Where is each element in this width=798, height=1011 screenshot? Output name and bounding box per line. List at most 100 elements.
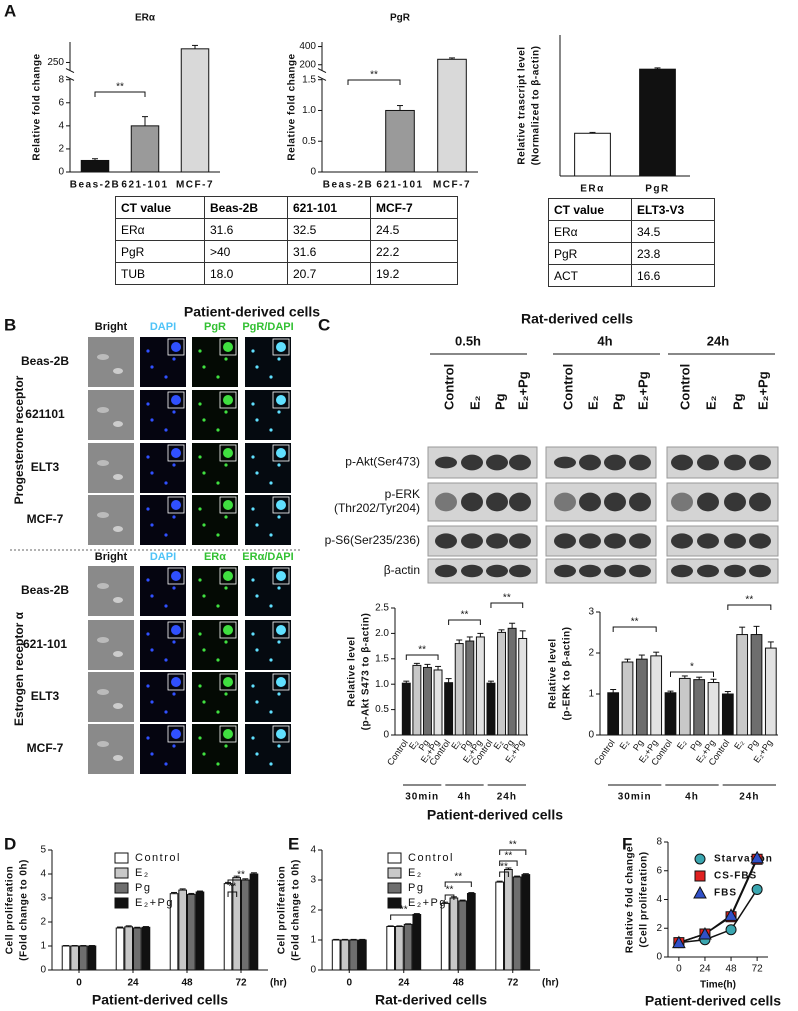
bar (395, 926, 404, 971)
nucleus (216, 533, 220, 537)
inset (272, 391, 290, 409)
blot-band (697, 454, 719, 471)
bar (507, 627, 517, 736)
bar (449, 897, 459, 971)
significance-label: ** (418, 645, 426, 656)
table-cell: 34.5 (631, 220, 715, 243)
significance-bracket (727, 604, 772, 610)
blot-band (724, 454, 746, 471)
legend-label: E₂+Pg (408, 897, 447, 909)
inset-cell (276, 500, 286, 510)
inset (167, 391, 185, 409)
lane-label: Pg (492, 393, 507, 410)
axis-break (65, 68, 75, 74)
x-tick-label: 48 (453, 978, 465, 989)
nucleus (202, 700, 206, 704)
marker (750, 850, 764, 864)
nucleus (172, 515, 176, 519)
nucleus (146, 349, 150, 353)
table: CT value ELT3-V3 ERα 34.5 PgR 23.8 ACT 16.6 (548, 198, 715, 287)
bar (349, 939, 358, 971)
blot-band (629, 492, 651, 512)
legend-label: E₂ (135, 867, 150, 879)
table-cell: 31.6 (287, 240, 371, 263)
significance-label: ** (237, 870, 245, 881)
micrograph (88, 620, 134, 670)
nucleus (269, 604, 273, 608)
y-axis-label: Cell proliferation (277, 866, 288, 954)
caption: Patient-derived cells (427, 807, 563, 823)
nucleus (164, 762, 168, 766)
line (678, 857, 758, 944)
panel-label: E (288, 834, 299, 853)
bar (574, 132, 611, 177)
blot-band (629, 533, 651, 549)
blot-band (579, 533, 601, 549)
y-axis-label: (Fold change to 0h) (291, 859, 302, 961)
table-cell: 19.2 (370, 262, 458, 285)
legend-swatch (387, 897, 402, 909)
nucleus (146, 736, 150, 740)
bar (639, 68, 676, 177)
x-tick-label: E₂ (675, 737, 689, 751)
table-cell: ERα (115, 218, 205, 241)
nucleus (146, 455, 150, 459)
nucleus (198, 402, 202, 406)
inset-cell (276, 677, 286, 687)
y-tick-label: 200 (299, 59, 316, 70)
significance-label: ** (228, 882, 236, 893)
cell-shape (113, 526, 123, 532)
x-tick-label: Beas-2B (70, 180, 121, 191)
legend-label: FBS (714, 888, 737, 899)
x-axis-label: Time(h) (700, 980, 736, 991)
bar (180, 48, 210, 173)
y-axis-label: Relative level (347, 636, 358, 706)
marker (724, 908, 738, 921)
significance-label: ** (745, 595, 753, 606)
significance-bracket (405, 654, 439, 660)
nucleus (150, 648, 154, 652)
inset-cell (223, 500, 233, 510)
significance-bracket (499, 849, 527, 855)
table-row: ACT 16.6 (548, 264, 715, 287)
nucleus (164, 375, 168, 379)
blot-band (629, 454, 651, 471)
chart-title: PgR (390, 13, 411, 24)
blot-band (486, 564, 508, 578)
bar (518, 637, 528, 736)
y-tick-label: 4 (40, 869, 46, 880)
x-tick-label: 72 (235, 978, 247, 989)
bar (764, 647, 777, 736)
nucleus (216, 428, 220, 432)
y-tick-label: 0 (656, 952, 662, 963)
blot-band (697, 492, 719, 512)
bar (512, 876, 522, 971)
inset-cell (276, 625, 286, 635)
significance-bracket (227, 879, 255, 885)
blot-band (604, 533, 626, 549)
legend-marker (694, 853, 706, 865)
blot-band (749, 564, 771, 578)
bar (475, 636, 485, 736)
blot-band (604, 492, 626, 512)
nucleus (164, 428, 168, 432)
bar (115, 927, 125, 971)
lane-label: E₂+Pg (635, 371, 650, 410)
y-tick-label: 250 (47, 57, 64, 68)
inset-cell (276, 729, 286, 739)
bar (124, 926, 134, 971)
table-cell: 31.6 (204, 218, 288, 241)
bar (458, 900, 467, 971)
micrograph (88, 672, 134, 722)
legend-label: CS-FBS (714, 871, 757, 882)
nucleus (251, 632, 255, 636)
bar (433, 669, 443, 736)
table-cell: 16.6 (631, 264, 715, 287)
inset-cell (223, 729, 233, 739)
panel-label: D (4, 834, 16, 853)
nucleus (224, 515, 228, 519)
table-cell: 18.0 (204, 262, 288, 285)
y-tick-label: 3 (310, 875, 316, 886)
cell-shape (97, 407, 109, 413)
caption: Rat-derived cells (521, 311, 633, 327)
